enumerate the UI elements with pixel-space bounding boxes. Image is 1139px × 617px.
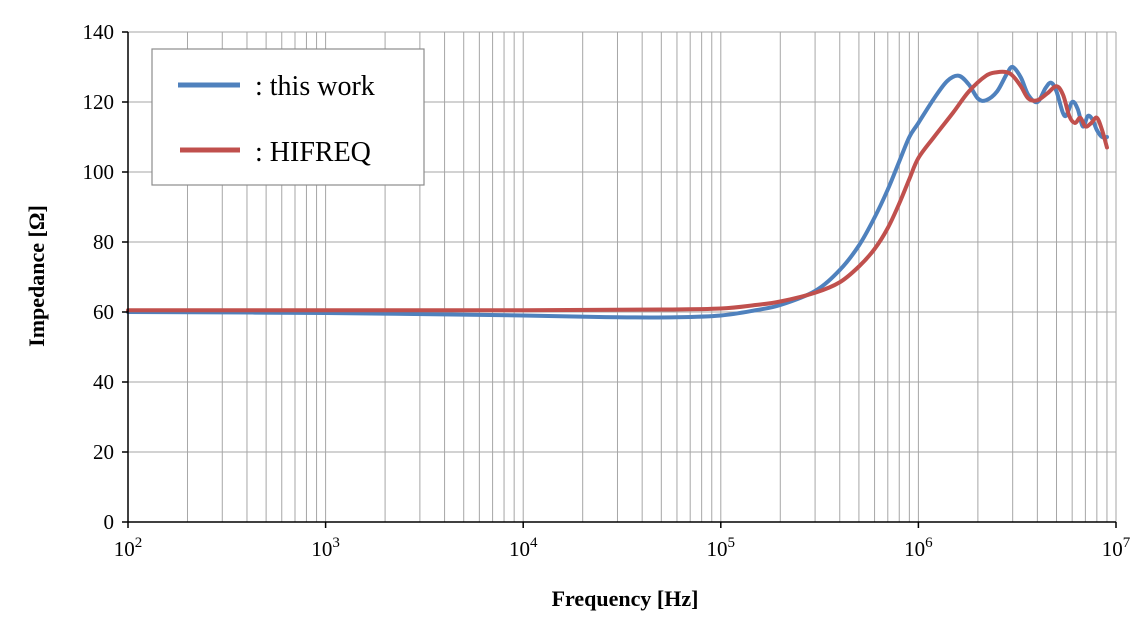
y-tick-label: 20 [93,440,114,464]
x-tick-label: 103 [311,535,340,561]
legend-label-hifreq: : HIFREQ [255,137,371,168]
series-line-this-work [126,64,1109,320]
y-tick-label: 100 [83,160,115,184]
y-tick-label: 80 [93,230,114,254]
legend-label-this-work: : this work [255,71,375,102]
legend-box [151,48,425,186]
x-axis-title: Frequency [Hz] [552,586,699,611]
y-tick-label: 40 [93,370,114,394]
series-lines [126,64,1109,320]
y-tick-label: 60 [93,300,114,324]
y-tick-labels: 0 20 40 60 80 100 120 140 [83,20,115,534]
series-line-hifreq [126,69,1109,313]
y-axis-title: Impedance [Ω] [24,205,49,347]
x-tick-label: 106 [904,535,933,561]
x-tick-label: 102 [114,535,143,561]
x-tick-label: 104 [509,535,538,561]
x-tick-label: 107 [1102,535,1131,561]
axes [122,31,1117,528]
y-tick-label: 140 [83,20,115,44]
y-tick-label: 0 [104,510,115,534]
y-tick-label: 120 [83,90,115,114]
legend: : this work : HIFREQ [151,48,425,186]
x-tick-label: 105 [707,535,736,561]
x-tick-labels: 102 103 104 105 106 107 [114,535,1131,561]
